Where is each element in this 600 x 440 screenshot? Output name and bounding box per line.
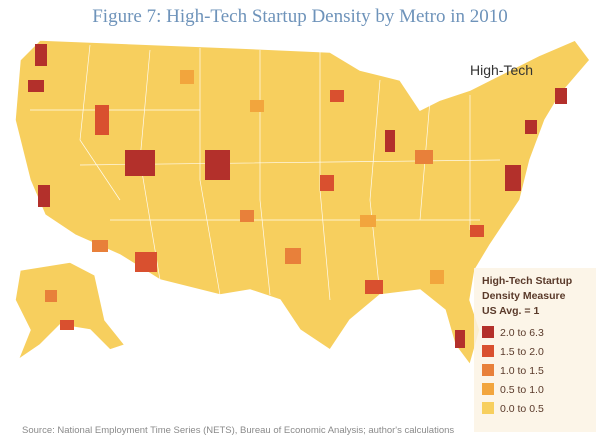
legend-swatch: [482, 326, 494, 338]
metro: [505, 165, 521, 191]
metro: [135, 252, 157, 272]
legend-swatch: [482, 364, 494, 376]
legend: High-Tech Startup Density Measure US Avg. …: [474, 268, 596, 432]
legend-swatch: [482, 383, 494, 395]
metro: [45, 290, 57, 302]
legend-swatch: [482, 345, 494, 357]
us-map: [14, 39, 591, 367]
metro: [250, 100, 264, 112]
metro: [95, 105, 109, 135]
metro: [385, 130, 395, 152]
metro: [38, 185, 50, 207]
metro: [125, 150, 155, 176]
metro: [60, 320, 74, 330]
metro: [92, 240, 108, 252]
metro: [35, 44, 47, 66]
metro: [415, 150, 433, 164]
metro: [240, 210, 254, 222]
legend-swatch: [482, 402, 494, 414]
legend-label: 0.5 to 1.0: [500, 384, 544, 396]
metro: [455, 330, 465, 348]
legend-title: US Avg. = 1: [482, 305, 539, 317]
legend-label: 1.5 to 2.0: [500, 346, 544, 358]
metro: [430, 270, 444, 284]
metro-areas: [28, 44, 567, 348]
legend-title: Density Measure: [482, 290, 566, 302]
legend-label: 1.0 to 1.5: [500, 365, 544, 377]
metro: [320, 175, 334, 191]
source-note: Source: National Employment Time Series …: [22, 425, 454, 436]
map-title: Figure 7: High-Tech Startup Density by M…: [92, 6, 508, 27]
metro: [555, 88, 567, 104]
metro: [205, 150, 230, 180]
metro: [180, 70, 194, 84]
legend-label: 2.0 to 6.3: [500, 327, 544, 339]
metro: [28, 80, 44, 92]
metro: [330, 90, 344, 102]
legend-label: 0.0 to 0.5: [500, 403, 544, 415]
legend-title: High-Tech Startup: [482, 275, 572, 287]
map-label: High-Tech: [470, 62, 533, 78]
metro: [285, 248, 301, 264]
legend-box: [474, 268, 596, 432]
metro: [525, 120, 537, 134]
alaska: [14, 261, 127, 363]
metro: [470, 225, 484, 237]
metro: [365, 280, 383, 294]
metro: [360, 215, 376, 227]
